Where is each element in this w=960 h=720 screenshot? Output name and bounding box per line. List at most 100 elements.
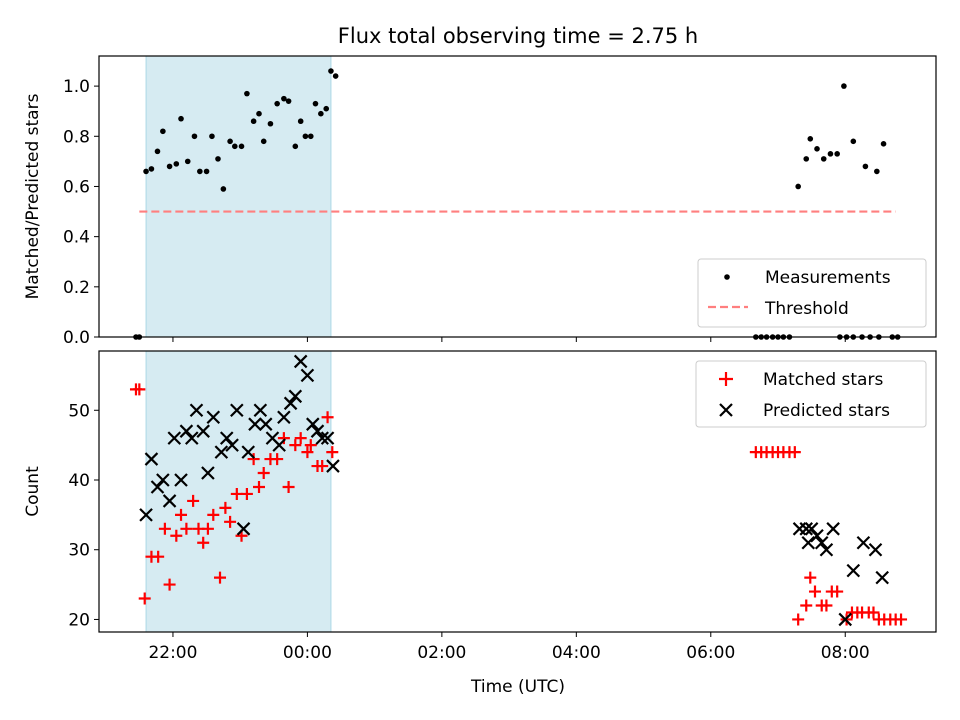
- measurement-point: [238, 143, 245, 150]
- predicted-star-point: [201, 466, 215, 480]
- measurement-point: [197, 168, 203, 175]
- predicted-star-point: [819, 542, 834, 557]
- matched-star-point: [170, 529, 183, 542]
- measurement-point: [232, 143, 238, 150]
- count-legend: Matched stars Predicted stars: [695, 360, 927, 428]
- matched-star-point: [271, 453, 284, 466]
- matched-star-point: [304, 439, 317, 452]
- measurement-point: [173, 161, 180, 167]
- predicted-star-point: [258, 417, 273, 431]
- predicted-star-point: [856, 535, 871, 550]
- x-tick-label: 08:00: [821, 643, 870, 663]
- measurement-point: [307, 133, 314, 140]
- count-legend-box: [695, 360, 927, 428]
- legend-measurements-label: Measurements: [765, 268, 891, 288]
- y-tick-label: 30: [68, 541, 90, 561]
- ratio-plot-frame: [98, 55, 937, 338]
- matched-star-point: [301, 446, 314, 459]
- measurement-point: [323, 105, 330, 112]
- count-y-axis-label: Count: [23, 466, 43, 517]
- matched-star-point: [792, 613, 805, 626]
- measurement-point: [220, 186, 227, 192]
- legend-predicted-marker: [719, 403, 733, 417]
- measurement-point: [209, 133, 215, 140]
- y-tick-label: 0.2: [63, 278, 90, 298]
- legend-threshold-label: Threshold: [764, 299, 849, 319]
- measurement-point: [880, 141, 887, 147]
- predicted-star-point: [300, 368, 315, 383]
- measurement-point: [215, 156, 221, 162]
- ratio-y-axis-label: Matched/Predicted stars: [23, 93, 43, 299]
- observing-span-shade: [145, 350, 332, 633]
- matched-star-point: [289, 439, 302, 452]
- predicted-star-point: [826, 522, 840, 536]
- predicted-star-point: [804, 522, 819, 536]
- predicted-star-point: [179, 424, 194, 438]
- x-axis-label: Time (UTC): [470, 677, 565, 697]
- matched-star-point: [282, 480, 295, 493]
- measurement-point: [178, 115, 184, 122]
- predicted-star-point: [225, 438, 239, 452]
- y-tick-label: 1.0: [63, 77, 90, 97]
- measurement-point: [834, 151, 840, 157]
- matched-star-point: [197, 536, 210, 549]
- ratio-legend-box: [697, 258, 927, 328]
- predicted-star-point: [283, 396, 298, 411]
- measurement-point: [148, 166, 155, 172]
- y-tick-label: 50: [68, 401, 90, 421]
- x-tick-label: 02:00: [417, 643, 466, 663]
- matched-star-point: [257, 467, 270, 480]
- matched-star-point: [224, 515, 237, 528]
- measurement-point: [244, 90, 250, 97]
- predicted-star-point: [288, 389, 303, 404]
- ratio-legend: Measurements Threshold: [697, 258, 927, 328]
- measurement-point: [862, 163, 869, 170]
- predicted-star-point: [838, 612, 853, 627]
- measurement-point: [820, 156, 827, 162]
- matched-star-point: [788, 446, 801, 459]
- matched-star-point: [247, 453, 260, 466]
- matched-star-point: [201, 522, 214, 535]
- predicted-star-point: [144, 452, 159, 466]
- matched-star-point: [138, 592, 151, 605]
- measurement-point: [250, 118, 257, 125]
- predicted-star-point: [184, 431, 199, 445]
- predicted-star-point: [156, 473, 170, 487]
- predicted-star-point: [139, 508, 153, 522]
- measurement-point: [281, 95, 287, 102]
- matched-star-point: [316, 460, 329, 473]
- predicted-star-point: [868, 542, 883, 557]
- predicted-star-point: [219, 431, 234, 445]
- measurement-point: [803, 156, 810, 162]
- matched-star-point: [867, 606, 880, 619]
- measurement-point: [227, 138, 233, 145]
- matched-star-point: [187, 494, 200, 507]
- predicted-star-point: [272, 438, 286, 452]
- measurement-point: [292, 143, 299, 150]
- y-tick-label: 0.4: [63, 228, 90, 248]
- predicted-star-point: [248, 417, 262, 431]
- measurement-point: [160, 128, 166, 135]
- x-tick-label: 06:00: [686, 643, 735, 663]
- predicted-star-point: [326, 459, 340, 473]
- measurement-point: [154, 148, 161, 155]
- predicted-star-point: [241, 445, 256, 459]
- matched-star-point: [240, 487, 253, 500]
- measurement-point: [184, 158, 191, 165]
- measurement-point: [841, 83, 847, 89]
- measurement-point: [312, 100, 319, 107]
- measurement-point: [874, 168, 880, 175]
- matched-star-point: [808, 585, 821, 598]
- matched-star-point: [294, 432, 307, 445]
- measurement-point: [328, 68, 334, 74]
- x-tick-label: 00:00: [283, 643, 332, 663]
- predicted-star-point: [196, 424, 210, 438]
- measurement-point: [302, 133, 309, 140]
- y-tick-label: 0.6: [63, 177, 90, 197]
- predicted-star-point: [174, 473, 188, 487]
- predicted-star-point: [206, 410, 221, 425]
- measurement-point: [795, 183, 801, 190]
- matched-star-point: [214, 571, 227, 584]
- predicted-star-point: [810, 528, 824, 543]
- matched-star-point: [133, 383, 146, 396]
